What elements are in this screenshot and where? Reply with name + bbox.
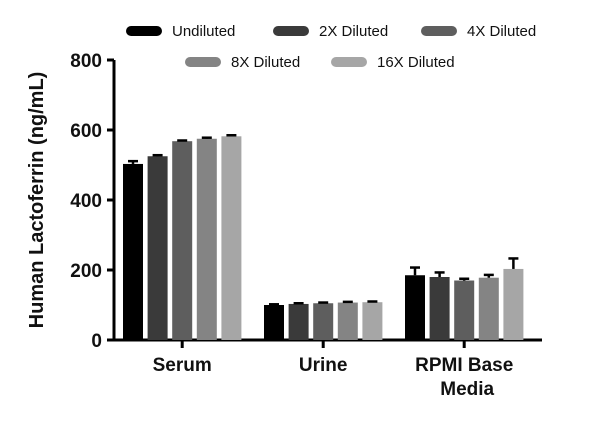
- bar: [337, 302, 358, 340]
- y-tick-label: 0: [91, 331, 102, 352]
- legend: Undiluted 2X Diluted 4X Diluted 8X Diluted 1…: [126, 23, 536, 71]
- bar: [503, 268, 524, 340]
- bars: [123, 134, 524, 340]
- x-category-label: Urine: [299, 355, 348, 376]
- y-axis-title: Human Lactoferrin (ng/mL): [26, 72, 48, 329]
- legend-swatch: [185, 57, 221, 67]
- bar: [288, 303, 309, 340]
- bar: [123, 163, 143, 340]
- bar: [196, 138, 217, 340]
- y-tick-label: 200: [70, 261, 102, 282]
- bar: [429, 277, 450, 340]
- legend-label: Undiluted: [172, 23, 235, 40]
- y-tick-label: 800: [70, 51, 102, 72]
- legend-label: 16X Diluted: [377, 54, 455, 71]
- bar: [147, 156, 168, 340]
- x-category-label: Media: [440, 379, 494, 400]
- y-tick-label: 400: [70, 191, 102, 212]
- bar: [221, 136, 242, 340]
- bar: [478, 277, 499, 340]
- y-axis: 0 200 400 600 800: [70, 51, 116, 352]
- legend-label: 2X Diluted: [319, 23, 388, 40]
- x-category-label: Serum: [153, 355, 212, 376]
- legend-swatch: [421, 26, 457, 36]
- legend-swatch: [273, 26, 309, 36]
- legend-label: 4X Diluted: [467, 23, 536, 40]
- bar: [362, 302, 383, 340]
- bar: [313, 303, 334, 340]
- x-axis: Serum Urine RPMI Base Media: [112, 338, 542, 400]
- bar: [454, 280, 475, 340]
- legend-swatch: [126, 26, 162, 36]
- x-category-label: RPMI Base: [415, 355, 513, 376]
- y-tick-label: 600: [70, 121, 102, 142]
- legend-label: 8X Diluted: [231, 54, 300, 71]
- bar: [172, 141, 193, 340]
- bar: [405, 275, 425, 340]
- legend-swatch: [331, 57, 367, 67]
- bar: [264, 305, 284, 340]
